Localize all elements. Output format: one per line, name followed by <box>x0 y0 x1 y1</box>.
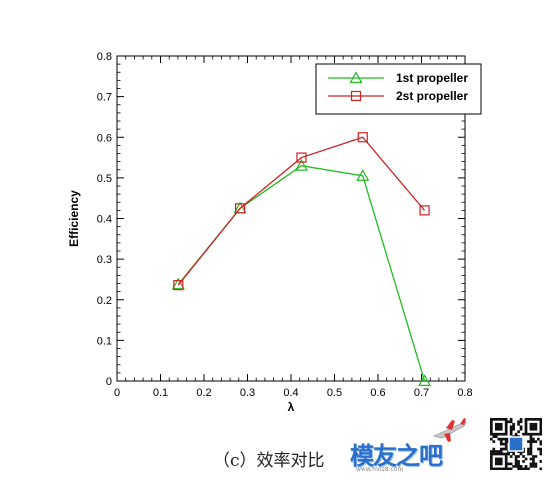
data-point-series-2 <box>173 280 184 291</box>
y-tick-label: 0.1 <box>97 335 112 347</box>
data-point-series-2 <box>296 152 307 163</box>
data-point-series-1 <box>356 169 370 181</box>
data-point-series-1 <box>294 158 308 171</box>
series-line-2 <box>177 136 426 286</box>
y-tick-label: 0.3 <box>97 254 112 266</box>
data-point-series-2 <box>419 205 430 216</box>
watermark: 模友之吧 www.moz8.com <box>350 432 468 476</box>
y-axis-title: Efficiency <box>67 190 81 247</box>
ticks: 0 0.1 0.2 0.3 0.4 0.5 0.6 0.7 0.8 0 0.1 0.2 0.3 0.4 0.… <box>97 51 473 399</box>
y-tick-label: 0.2 <box>97 295 112 307</box>
x-tick-label: 0.7 <box>414 387 429 399</box>
x-tick-label: 0.8 <box>457 387 472 399</box>
data-point-series-1 <box>171 277 185 290</box>
qr-code-icon <box>490 418 542 470</box>
legend-label-2: 2st propeller <box>396 89 468 103</box>
watermark-url: www.moz8.com <box>356 466 404 473</box>
data-point-series-1 <box>418 374 432 386</box>
y-tick-label: 0.7 <box>97 92 112 104</box>
y-tick-label: 0.8 <box>97 51 112 63</box>
x-tick-label: 0.3 <box>240 387 255 399</box>
data-point-series-2 <box>235 203 246 214</box>
y-tick-label: 0.5 <box>97 173 112 185</box>
series-line-1 <box>177 165 426 382</box>
legend-label-1: 1st propeller <box>396 71 468 85</box>
watermark-text: 模友之吧 <box>350 442 443 470</box>
legend-marker-1 <box>349 71 363 84</box>
x-tick-label: 0.6 <box>370 387 385 399</box>
y-tick-label: 0 <box>106 376 112 388</box>
legend: 1st propeller 2st propeller <box>315 63 482 115</box>
x-tick-label: 0.4 <box>283 387 298 399</box>
x-axis-title: λ <box>288 400 295 414</box>
x-tick-label: 0.2 <box>196 387 211 399</box>
figure-caption: （c）效率对比 <box>213 451 325 471</box>
x-tick-label: 0.5 <box>327 387 342 399</box>
series <box>171 132 432 386</box>
legend-marker-2 <box>350 90 362 102</box>
x-tick-label: 0.1 <box>153 387 168 399</box>
y-tick-label: 0.4 <box>97 214 112 226</box>
data-point-series-2 <box>357 132 368 143</box>
y-tick-label: 0.6 <box>97 132 112 144</box>
x-tick-label: 0 <box>114 387 120 399</box>
legend-box <box>315 63 482 115</box>
efficiency-chart: λ Efficiency 0 0.1 0.2 0.3 0.4 0.5 0.6 0.7 0.8 0 0.… <box>67 51 482 414</box>
airplane-logo-icon <box>433 418 467 442</box>
